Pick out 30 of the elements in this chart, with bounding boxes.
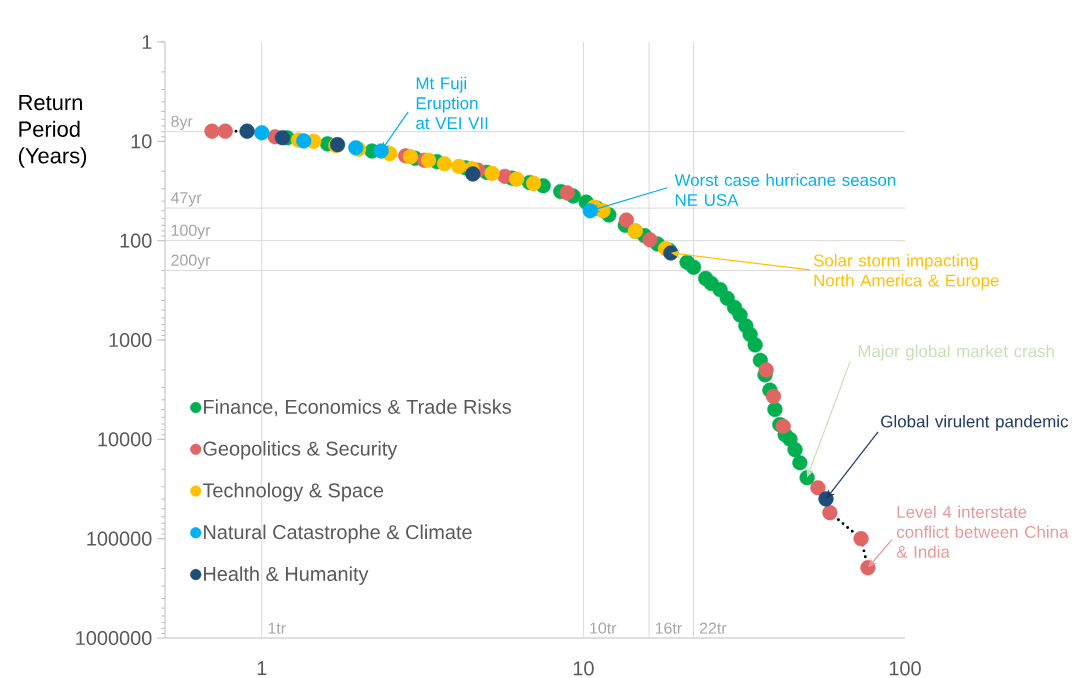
x-tick-label: 100 (889, 661, 921, 676)
y-tick-label: 10 (131, 134, 152, 149)
annotation: Global virulent pandemic (881, 415, 1069, 431)
annotation: Solar storm impacting North America & Europe (813, 254, 999, 290)
ref-line-label: 10tr (590, 622, 617, 634)
annotation: Mt Fuji Eruption at VEI VII (416, 76, 488, 130)
y-tick-label: 100000 (87, 531, 152, 546)
ref-line-label: 16tr (655, 622, 682, 634)
y-tick-label: 1 (142, 35, 152, 49)
y-tick-label: 1000 (109, 332, 152, 348)
x-tick-label: 1 (257, 661, 267, 676)
y-tick-label: 10000 (98, 432, 152, 447)
legend-label: Health & Humanity (204, 566, 369, 585)
ref-line-label: 200yr (171, 254, 211, 269)
annotation: Worst case hurricane season NE USA (674, 173, 896, 206)
ref-line-label: 47yr (170, 192, 202, 207)
legend-label: Natural Catastrophe & Climate (204, 524, 472, 544)
annotation: Major global market crash (858, 344, 1054, 361)
ref-line-label: 1tr (268, 622, 286, 634)
ref-line-label: 100yr (171, 224, 211, 240)
legend-label: Geopolitics & Security (203, 441, 398, 460)
y-tick-label: 1000000 (76, 630, 152, 646)
ref-line-label: 22tr (699, 622, 727, 634)
x-tick-label: 10 (573, 661, 594, 676)
legend-label: Finance, Economics & Trade Risks (204, 399, 511, 417)
annotation: Level 4 interstate conflict between China & India (896, 505, 1069, 558)
y-axis-title: Return Period (Years) (18, 95, 87, 168)
y-tick-label: 100 (120, 233, 152, 248)
legend-label: Technology & Space (202, 482, 384, 502)
ref-line-label: 8yr (171, 115, 193, 131)
